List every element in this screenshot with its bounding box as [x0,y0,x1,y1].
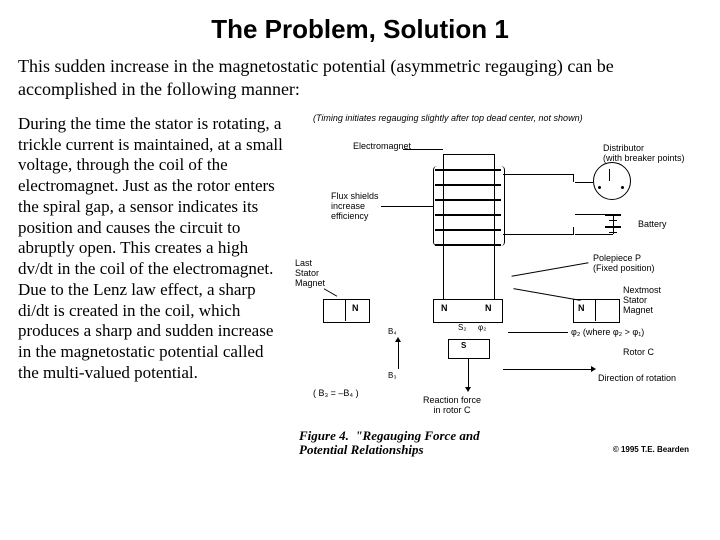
flux-shields-label: Flux shields increase efficiency [331,192,379,222]
nextmost-label: Nextmost Stator Magnet [623,286,661,316]
rotation-label: Direction of rotation [598,374,676,384]
s2-label: S₂ [458,324,466,333]
distributor-label: Distributor (with breaker points) [603,144,685,164]
phi2-label: φ₂ [478,324,486,333]
intro-text: This sudden increase in the magnetostati… [18,55,702,100]
n-label-2: N [441,304,448,314]
rotor-c-label: Rotor C [623,348,654,358]
figure-copyright: © 1995 T.E. Bearden [613,446,689,455]
body-text: During the time the stator is rotating, … [18,114,283,474]
phi-label: φ₂ (where φ₂ > φ₁) [571,328,644,338]
b3-note-label: ( B₃ = –B₄ ) [313,389,359,399]
last-stator-label: Last Stator Magnet [295,259,325,289]
b3-label: B₃ [388,372,397,381]
n-label-4: N [578,304,585,314]
timing-note: (Timing initiates regauging slightly aft… [313,114,693,124]
n-label-3: N [485,304,492,314]
polepiece-label: Polepiece P (Fixed position) [593,254,655,274]
diagram-figure: (Timing initiates regauging slightly aft… [293,114,693,474]
slide-title: The Problem, Solution 1 [18,14,702,45]
battery-label: Battery [638,220,667,230]
n-label-1: N [352,304,359,314]
s-label: S [461,342,466,351]
figure-caption: Figure 4. "Regauging Force and Potential… [299,429,480,458]
reaction-label: Reaction force in rotor C [423,396,481,416]
b4-label: B₄ [388,328,397,337]
electromagnet-label: Electromagnet [353,142,411,152]
